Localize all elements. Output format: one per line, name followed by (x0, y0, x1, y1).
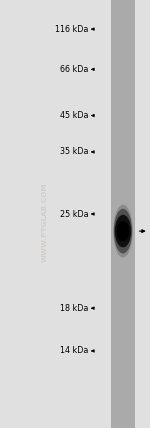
Text: 25 kDa: 25 kDa (60, 209, 89, 219)
Ellipse shape (115, 215, 131, 247)
Text: 66 kDa: 66 kDa (60, 65, 89, 74)
Text: 18 kDa: 18 kDa (60, 303, 89, 313)
Text: 116 kDa: 116 kDa (55, 24, 89, 34)
Ellipse shape (113, 205, 133, 258)
Text: 45 kDa: 45 kDa (60, 111, 89, 120)
Text: 14 kDa: 14 kDa (60, 346, 89, 356)
Text: WWW.PTGLAB.COM: WWW.PTGLAB.COM (42, 183, 48, 262)
Text: 35 kDa: 35 kDa (60, 147, 89, 157)
Ellipse shape (117, 221, 129, 241)
Bar (111, 0, 135, 428)
Ellipse shape (114, 209, 132, 253)
